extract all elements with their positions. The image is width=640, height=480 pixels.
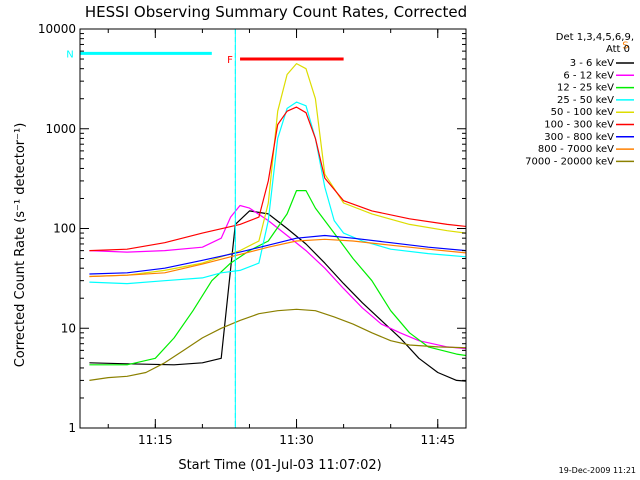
y-tick-label-3: 1000 [45,122,76,136]
legend-header-0: Det 1,3,4,5,6,9, [556,32,634,43]
annotation-label-0: F [227,55,233,66]
series-group [80,29,466,428]
series-line-6 [89,234,466,275]
x-axis-label: Start Time (01-Jul-03 11:07:02) [178,458,381,473]
x-tick-label-2: 11:45 [420,433,455,447]
legend-header-1: Att 0 [606,44,630,55]
legend-label-3: 25 - 50 keV [557,95,614,106]
footer-date: 19-Dec-2009 11:21 [559,466,636,475]
series-line-5 [89,106,466,252]
legend-label-6: 300 - 800 keV [544,132,614,143]
legend-label-0: 3 - 6 keV [570,58,614,69]
y-axis-label: Corrected Count Rate (s⁻¹ detector⁻¹) [13,123,28,368]
series-line-8 [89,308,466,381]
y-tick-label-4: 10000 [38,22,76,36]
series-line-0 [89,210,466,382]
legend-label-1: 6 - 12 keV [563,70,614,81]
plot-area: F N S 1 10 100 1000 10000 11:15 11:30 11:45 [38,22,629,447]
x-tick-label-1: 11:30 [279,433,314,447]
y-tick-label-2: 100 [53,222,76,236]
legend-label-5: 100 - 300 keV [544,120,614,131]
series-line-1 [89,204,466,350]
annotation-label-1: N [66,49,73,60]
annotation-label-2: S [622,40,628,51]
legend-label-4: 50 - 100 keV [551,107,615,118]
series-line-2 [89,190,466,366]
legend-label-8: 7000 - 20000 keV [525,156,614,167]
legend-label-7: 800 - 7000 keV [538,144,614,155]
x-tick-label-0: 11:15 [138,433,173,447]
chart-title: HESSI Observing Summary Count Rates, Cor… [85,3,467,21]
x-axis-ticks: 11:15 11:30 11:45 [107,29,455,447]
y-axis-ticks: 1 10 100 1000 10000 [38,22,466,435]
series-line-7 [89,238,466,278]
series-line-3 [89,101,466,285]
legend-label-2: 12 - 25 keV [557,83,614,94]
y-tick-label-1: 10 [61,321,76,335]
series-line-4 [89,63,466,278]
y-tick-label-0: 1 [68,421,76,435]
